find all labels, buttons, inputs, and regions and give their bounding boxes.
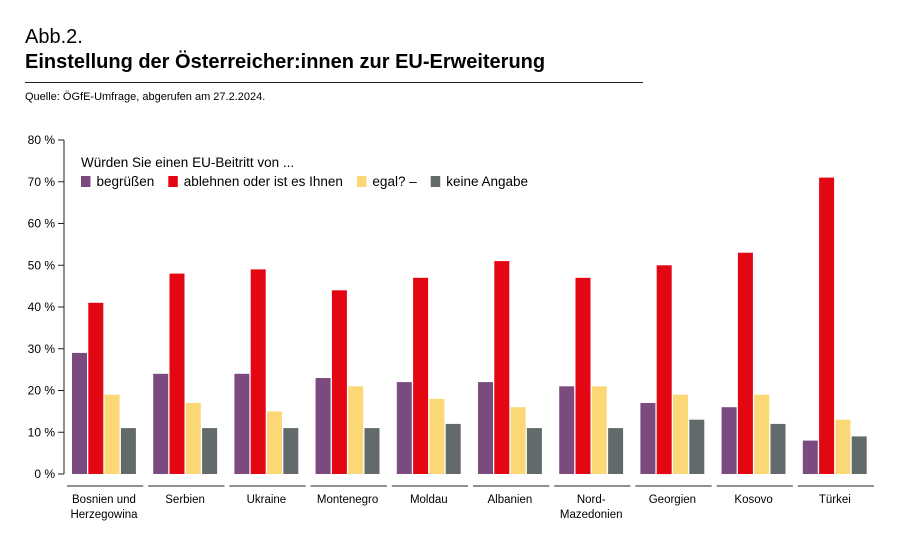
- legend-swatch-1: [81, 176, 91, 187]
- x-tick-label-line: Nord-: [577, 494, 606, 506]
- y-tick-label: 20 %: [28, 384, 56, 398]
- bar-4-10: [851, 436, 867, 474]
- figure-label: Abb.2.: [25, 26, 83, 48]
- x-tick-label-line: Mazedonien: [560, 509, 623, 521]
- chart-title: Einstellung der Österreicher:innen zur E…: [25, 51, 546, 73]
- y-tick-label: 50 %: [28, 258, 56, 272]
- legend-swatch-3: [356, 176, 367, 187]
- bar-3-6: [510, 407, 526, 474]
- x-tick-label-line: Kosovo: [734, 494, 772, 506]
- bar-2-10: [819, 177, 835, 474]
- bar-1-6: [478, 382, 493, 474]
- bar-3-3: [267, 411, 282, 474]
- x-tick-label: Moldau: [410, 494, 448, 506]
- y-tick-label: 80 %: [28, 133, 56, 147]
- y-tick-label: 40 %: [28, 300, 56, 314]
- x-tick-label-line: Moldau: [410, 494, 448, 506]
- bar-4-5: [445, 423, 461, 474]
- x-tick-label-line: Serbien: [165, 494, 205, 506]
- x-tick-label: Montenegro: [317, 494, 378, 506]
- legend: Würden Sie einen EU-Beitritt von ... beg…: [81, 155, 528, 189]
- source-note: Quelle: ÖGfE-Umfrage, abgerufen am 27.2.…: [25, 91, 266, 103]
- bar-2-2: [169, 273, 185, 474]
- bar-3-8: [673, 394, 688, 474]
- bar-4-1: [120, 428, 136, 474]
- x-tick-label-line: Ukraine: [247, 494, 287, 506]
- bar-3-2: [185, 403, 201, 474]
- legend-label-3: egal? –: [372, 174, 417, 189]
- bar-4-8: [689, 419, 705, 474]
- bar-3-9: [754, 394, 770, 474]
- x-tick-label: Ukraine: [247, 494, 287, 506]
- x-tick-label-line: Bosnien und: [72, 494, 136, 506]
- bar-4-2: [202, 428, 218, 474]
- legend-label-2: ablehnen oder ist es Ihnen: [184, 174, 343, 189]
- x-tick-label-line: Herzegowina: [70, 509, 138, 521]
- x-tick-label: Serbien: [165, 494, 205, 506]
- y-axis: 0 % 10 % 20 % 30 % 40 % 50 % 60 % 70 % 80 %: [28, 133, 65, 481]
- bar-2-3: [250, 269, 266, 474]
- bar-2-4: [331, 290, 347, 474]
- legend-swatch-2: [168, 176, 178, 187]
- bar-1-9: [721, 407, 737, 474]
- x-tick-label-line: Albanien: [488, 494, 533, 506]
- y-tick-label: 30 %: [28, 342, 56, 356]
- bar-3-10: [835, 419, 851, 474]
- y-tick-label: 60 %: [28, 217, 56, 231]
- y-tick-label: 70 %: [28, 175, 56, 189]
- bar-1-1: [72, 352, 87, 474]
- bar-1-2: [153, 373, 169, 474]
- legend-label-1: begrüßen: [97, 174, 155, 189]
- bar-1-10: [802, 440, 818, 474]
- legend-question: Würden Sie einen EU-Beitritt von ...: [81, 155, 294, 170]
- x-tick-label-line: Montenegro: [317, 494, 378, 506]
- x-axis: Bosnien und Herzegowina Serbien Ukraine Mont…: [67, 485, 874, 521]
- legend-swatch-4: [430, 176, 441, 187]
- bar-3-7: [591, 386, 607, 474]
- x-tick-label: Albanien: [488, 494, 533, 506]
- bar-2-9: [737, 252, 753, 474]
- bar-4-4: [364, 428, 380, 474]
- bar-4-7: [608, 428, 624, 474]
- bar-2-6: [494, 261, 510, 474]
- bar-1-3: [234, 373, 250, 474]
- bar-4-6: [526, 428, 542, 474]
- x-tick-label: Bosnien und Herzegowina: [70, 494, 138, 521]
- bar-2-1: [88, 302, 104, 474]
- bar-2-7: [575, 277, 591, 474]
- bars: [72, 177, 867, 475]
- legend-label-4: keine Angabe: [446, 174, 528, 189]
- bar-1-4: [315, 378, 331, 474]
- bar-2-5: [413, 277, 429, 474]
- y-tick-label: 0 %: [34, 467, 55, 481]
- x-tick-label: Türkei: [819, 494, 851, 506]
- bar-1-7: [559, 386, 575, 474]
- bar-1-5: [396, 382, 412, 474]
- x-tick-label-line: Georgien: [649, 494, 696, 506]
- bar-4-9: [770, 423, 786, 474]
- x-tick-label: Nord- Mazedonien: [560, 494, 623, 521]
- bar-4-3: [283, 428, 299, 474]
- bar-3-4: [348, 386, 364, 474]
- bar-1-8: [640, 403, 656, 474]
- x-tick-label-line: Türkei: [819, 494, 851, 506]
- x-tick-label: Georgien: [649, 494, 696, 506]
- x-tick-label: Kosovo: [734, 494, 772, 506]
- bar-3-1: [104, 394, 120, 474]
- bar-3-5: [429, 398, 445, 474]
- y-tick-label: 10 %: [28, 425, 56, 439]
- title-divider: [25, 82, 643, 83]
- bar-2-8: [656, 265, 672, 475]
